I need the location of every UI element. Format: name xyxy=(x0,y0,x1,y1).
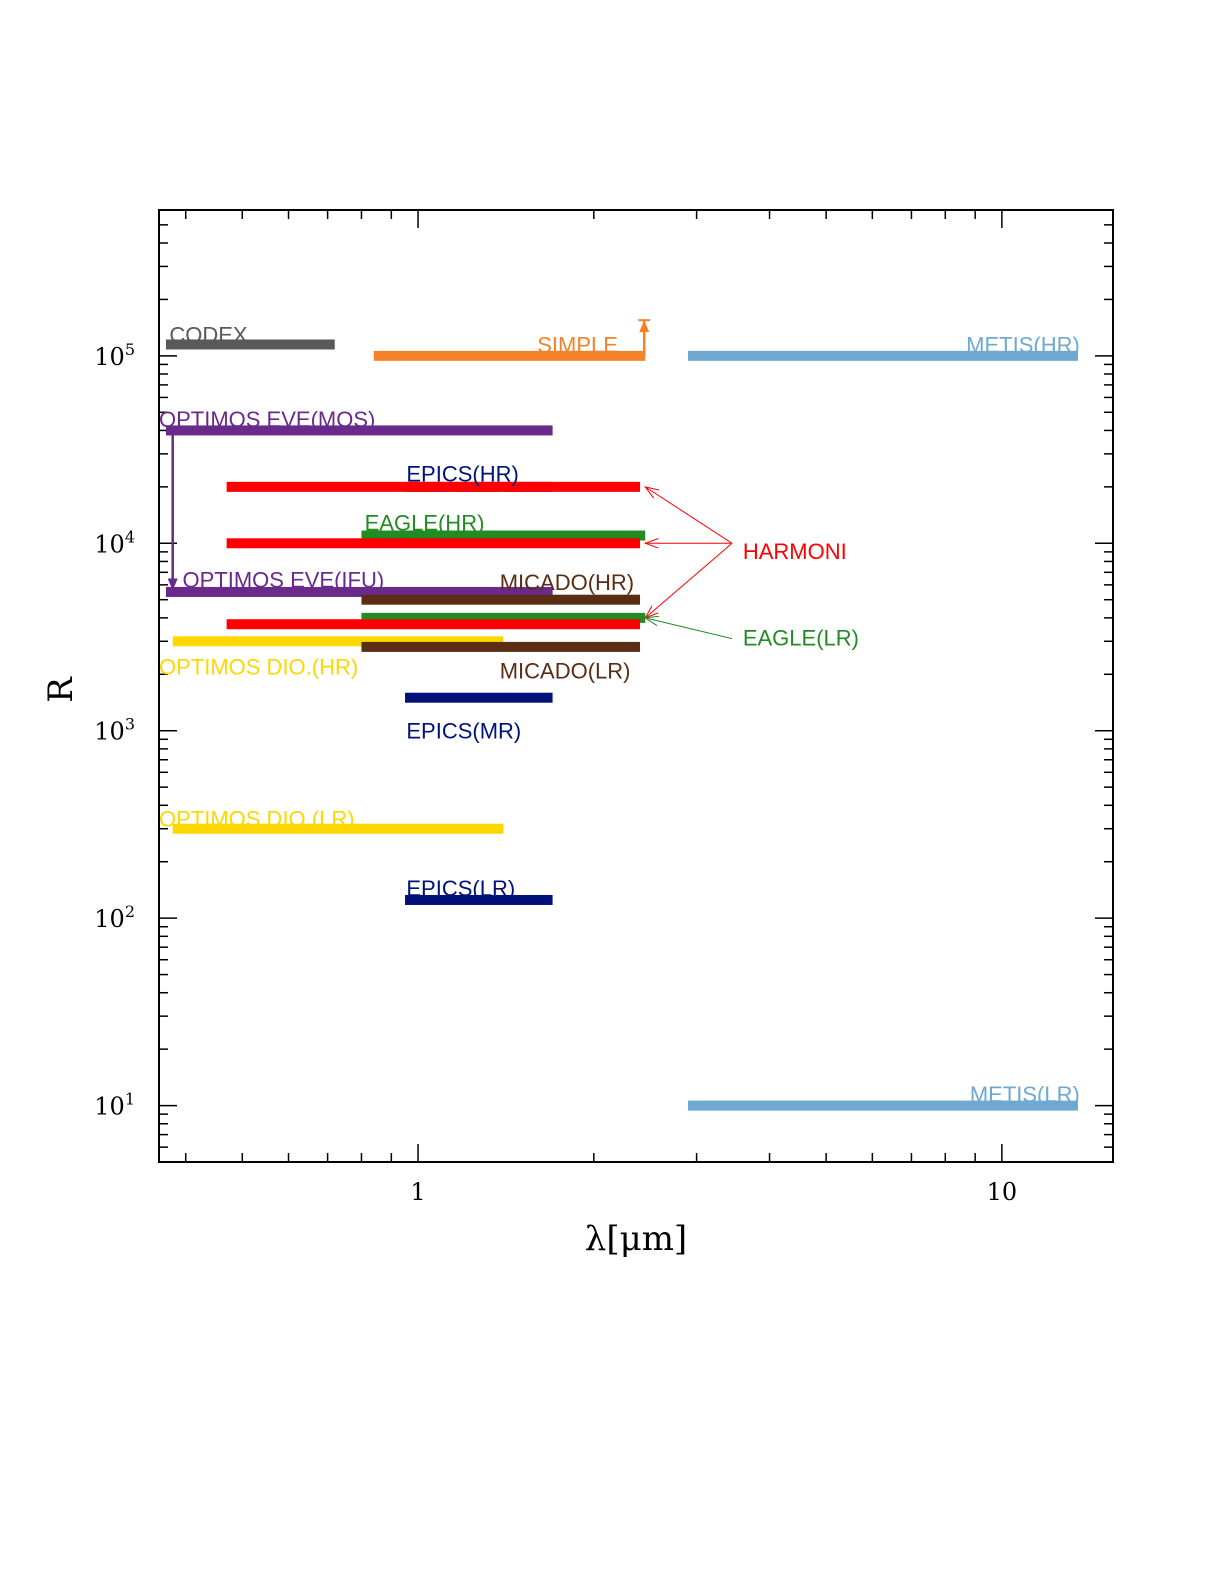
axis-ticks xyxy=(159,209,1113,1163)
limit-arrow-head xyxy=(167,578,178,591)
y-axis-title: R xyxy=(41,676,81,703)
label-optimos-eve-ifu: OPTIMOS EVE(IFU) xyxy=(183,568,385,593)
bar-simple xyxy=(373,350,646,361)
bar-harmoni xyxy=(226,538,641,549)
pointer-line xyxy=(645,617,733,640)
pointer-head xyxy=(644,486,660,499)
x-tick-label: 10 xyxy=(987,1178,1018,1206)
label-metis-lr: METIS(LR) xyxy=(970,1082,1080,1107)
label-optimos-dio-hr: OPTIMOS DIO.(HR) xyxy=(159,655,358,680)
label-eagle-lr: EAGLE(LR) xyxy=(743,625,859,650)
bar-eagle-lr xyxy=(361,612,646,623)
x-tick-label: 1 xyxy=(410,1178,425,1206)
tick-labels: 1 10 101 102 103 104 105 xyxy=(94,340,1017,1206)
bar-harmoni xyxy=(226,481,641,492)
y-tick-label: 101 xyxy=(94,1090,135,1121)
label-simple: SIMPLE xyxy=(537,332,618,357)
bar-optimos-dio-hr xyxy=(172,636,504,647)
bar-metis-lr xyxy=(688,1100,1078,1111)
bar-optimos-dio-lr xyxy=(172,823,504,834)
pointer-line xyxy=(644,542,733,619)
label-optimos-dio-lr: OPTIMOS DIO.(LR) xyxy=(159,807,355,832)
y-tick-label: 105 xyxy=(94,340,135,371)
y-tick-label: 103 xyxy=(94,715,135,746)
bar-eagle-hr xyxy=(361,530,646,541)
label-codex: CODEX xyxy=(169,322,248,347)
label-optimos-eve-mos: OPTIMOS EVE(MOS) xyxy=(159,407,375,432)
bar-optimos-eve-mos xyxy=(165,425,553,436)
pointer-head xyxy=(643,615,660,627)
label-epics-mr: EPICS(MR) xyxy=(406,719,521,744)
label-epics-hr: EPICS(HR) xyxy=(406,462,518,487)
label-harmoni: HARMONI xyxy=(743,539,847,564)
pointer-line xyxy=(644,486,733,544)
y-tick-label: 104 xyxy=(94,527,135,558)
bar-epics-lr xyxy=(405,894,553,905)
annotation-pointers xyxy=(643,486,733,640)
plot-frame xyxy=(158,209,1114,1163)
bar-metis-hr xyxy=(688,350,1078,361)
x-axis-title: λ[μm] xyxy=(585,1219,687,1259)
label-epics-lr: EPICS(LR) xyxy=(406,876,515,901)
instrument-labels: CODEX SIMPLE METIS(HR) OPTIMOS EVE(MOS) EPIC… xyxy=(159,322,1080,1107)
label-eagle-hr: EAGLE(HR) xyxy=(365,511,485,536)
instrument-bars xyxy=(165,339,1078,1111)
label-metis-hr: METIS(HR) xyxy=(966,332,1080,357)
limit-arrows xyxy=(166,319,651,592)
limit-arrow-head xyxy=(639,320,650,333)
bar-epics-mr xyxy=(405,692,553,703)
y-tick-label: 102 xyxy=(94,902,135,933)
bar-optimos-eve-ifu xyxy=(165,586,553,597)
label-micado-hr: MICADO(HR) xyxy=(500,570,634,595)
pointer-head xyxy=(643,538,659,549)
label-micado-lr: MICADO(LR) xyxy=(500,658,631,683)
bar-micado-hr xyxy=(361,594,641,605)
bar-codex xyxy=(165,339,335,350)
bar-micado-lr xyxy=(361,641,641,652)
bar-harmoni xyxy=(226,619,641,630)
